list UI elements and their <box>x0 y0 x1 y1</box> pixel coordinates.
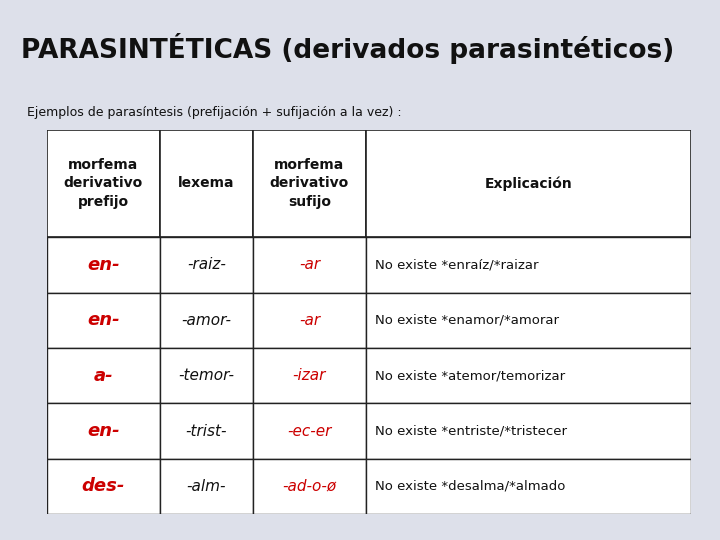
Bar <box>47 458 160 514</box>
Text: No existe *desalma/*almado: No existe *desalma/*almado <box>375 480 566 493</box>
Text: No existe *enamor/*amorar: No existe *enamor/*amorar <box>375 314 559 327</box>
Text: Explicación: Explicación <box>485 176 572 191</box>
Bar <box>160 293 253 348</box>
Text: lexema: lexema <box>178 177 235 191</box>
Text: -izar: -izar <box>293 368 326 383</box>
Text: Ejemplos de parasíntesis (prefijación + sufijación a la vez) :: Ejemplos de parasíntesis (prefijación + … <box>27 106 402 119</box>
Text: des-: des- <box>81 477 125 495</box>
Bar <box>366 293 691 348</box>
Text: morfema
derivativo
sufijo: morfema derivativo sufijo <box>270 158 349 209</box>
Bar <box>253 293 366 348</box>
Text: -ad-o-ø: -ad-o-ø <box>282 479 336 494</box>
Text: a-: a- <box>94 367 113 384</box>
Bar <box>47 403 160 458</box>
Text: -ar: -ar <box>299 258 320 273</box>
Bar <box>47 348 160 403</box>
Bar <box>160 348 253 403</box>
Text: -temor-: -temor- <box>179 368 234 383</box>
Text: No existe *atemor/temorizar: No existe *atemor/temorizar <box>375 369 566 382</box>
Text: en-: en- <box>87 256 120 274</box>
Bar <box>47 237 160 293</box>
Text: -amor-: -amor- <box>181 313 231 328</box>
Bar <box>253 458 366 514</box>
Text: morfema
derivativo
prefijo: morfema derivativo prefijo <box>63 158 143 209</box>
Text: No existe *entriste/*tristecer: No existe *entriste/*tristecer <box>375 424 567 437</box>
Bar <box>366 130 691 237</box>
Bar <box>160 403 253 458</box>
Bar <box>366 458 691 514</box>
Bar <box>160 237 253 293</box>
Text: -alm-: -alm- <box>186 479 226 494</box>
Bar <box>253 348 366 403</box>
Text: -trist-: -trist- <box>186 423 227 438</box>
Bar <box>160 130 253 237</box>
Text: -ec-er: -ec-er <box>287 423 332 438</box>
Bar <box>366 237 691 293</box>
Bar <box>47 293 160 348</box>
Text: en-: en- <box>87 311 120 329</box>
Bar <box>253 237 366 293</box>
Bar <box>366 403 691 458</box>
Text: en-: en- <box>87 422 120 440</box>
Text: -ar: -ar <box>299 313 320 328</box>
Bar <box>253 130 366 237</box>
Bar <box>160 458 253 514</box>
Text: No existe *enraíz/*raizar: No existe *enraíz/*raizar <box>375 259 539 272</box>
Bar <box>47 130 160 237</box>
Bar <box>366 348 691 403</box>
Bar <box>253 403 366 458</box>
Text: PARASINTÉTICAS (derivados parasintéticos): PARASINTÉTICAS (derivados parasintéticos… <box>22 33 675 64</box>
Text: -raiz-: -raiz- <box>187 258 226 273</box>
